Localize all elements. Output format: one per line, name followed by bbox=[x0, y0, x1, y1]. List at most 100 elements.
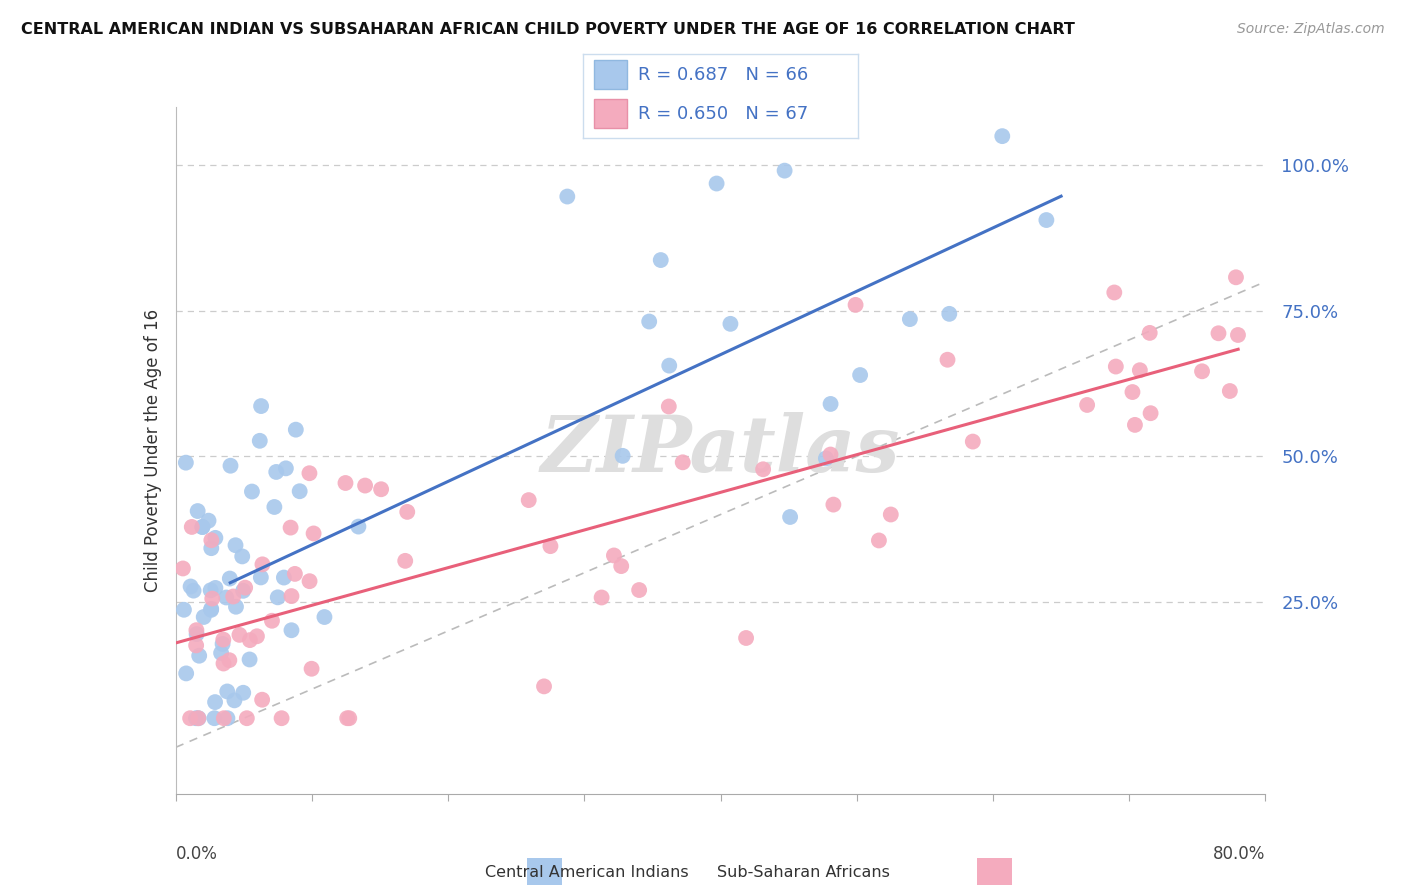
Point bbox=[650, 253, 672, 268]
Point bbox=[264, 465, 287, 479]
Point bbox=[898, 312, 921, 326]
Point bbox=[396, 505, 419, 519]
Point bbox=[880, 508, 903, 522]
Point bbox=[215, 591, 238, 605]
Point bbox=[240, 484, 263, 499]
Point bbox=[184, 711, 207, 725]
Point bbox=[1139, 326, 1161, 340]
Point bbox=[228, 628, 250, 642]
Point bbox=[191, 520, 214, 534]
Text: 80.0%: 80.0% bbox=[1213, 846, 1265, 863]
Bar bbox=[595, 61, 627, 89]
Point bbox=[225, 538, 247, 552]
Text: CENTRAL AMERICAN INDIAN VS SUBSAHARAN AFRICAN CHILD POVERTY UNDER THE AGE OF 16 : CENTRAL AMERICAN INDIAN VS SUBSAHARAN AF… bbox=[21, 22, 1076, 37]
Point bbox=[538, 539, 561, 553]
Bar bbox=[595, 99, 627, 128]
Point bbox=[735, 631, 758, 645]
Point bbox=[298, 467, 321, 481]
Point bbox=[252, 558, 274, 572]
Point bbox=[938, 307, 960, 321]
Point bbox=[394, 554, 416, 568]
Point bbox=[232, 686, 254, 700]
Point bbox=[280, 520, 302, 534]
Point bbox=[249, 434, 271, 448]
Text: Sub-Saharan Africans: Sub-Saharan Africans bbox=[717, 865, 890, 880]
Point bbox=[246, 629, 269, 643]
Point bbox=[188, 648, 211, 663]
Point bbox=[280, 624, 302, 638]
Point bbox=[628, 582, 651, 597]
Text: Central American Indians: Central American Indians bbox=[485, 865, 689, 880]
Point bbox=[179, 711, 201, 725]
Point bbox=[201, 591, 224, 606]
Point bbox=[779, 510, 801, 524]
Point bbox=[186, 639, 208, 653]
Point bbox=[284, 566, 307, 581]
Point bbox=[193, 610, 215, 624]
Point bbox=[233, 581, 256, 595]
Point bbox=[1105, 359, 1128, 374]
Point bbox=[200, 602, 222, 616]
Point bbox=[612, 449, 634, 463]
Point bbox=[284, 423, 307, 437]
Point bbox=[212, 711, 235, 725]
Point bbox=[204, 531, 226, 545]
Point bbox=[337, 711, 360, 725]
Text: R = 0.650   N = 67: R = 0.650 N = 67 bbox=[638, 104, 808, 123]
Point bbox=[187, 711, 209, 725]
Point bbox=[370, 482, 392, 496]
Point bbox=[260, 614, 283, 628]
Point bbox=[202, 711, 225, 725]
Point bbox=[820, 448, 842, 462]
Point bbox=[219, 458, 242, 473]
Point bbox=[273, 570, 295, 584]
Point bbox=[174, 456, 197, 470]
Point bbox=[347, 519, 370, 533]
Point bbox=[298, 574, 321, 589]
Point bbox=[1225, 270, 1247, 285]
Point bbox=[555, 189, 578, 203]
Point bbox=[231, 549, 253, 564]
Point bbox=[187, 504, 209, 518]
Point bbox=[517, 493, 540, 508]
Point bbox=[1123, 417, 1146, 432]
Point bbox=[250, 399, 273, 413]
Point bbox=[1208, 326, 1230, 341]
Point bbox=[610, 559, 633, 574]
Point bbox=[239, 633, 262, 648]
Point bbox=[845, 298, 868, 312]
Point bbox=[820, 397, 842, 411]
Point bbox=[991, 129, 1014, 144]
Point bbox=[172, 561, 194, 575]
Text: R = 0.687   N = 66: R = 0.687 N = 66 bbox=[638, 66, 808, 84]
Point bbox=[354, 478, 377, 492]
Point bbox=[180, 579, 202, 593]
Point bbox=[217, 711, 239, 725]
Point bbox=[270, 711, 292, 725]
Point bbox=[314, 610, 336, 624]
Point bbox=[335, 475, 357, 490]
Point bbox=[868, 533, 890, 548]
Point bbox=[823, 498, 845, 512]
Text: 0.0%: 0.0% bbox=[176, 846, 218, 863]
Point bbox=[1219, 384, 1241, 398]
Text: Source: ZipAtlas.com: Source: ZipAtlas.com bbox=[1237, 22, 1385, 37]
Point bbox=[209, 646, 232, 660]
Point bbox=[288, 484, 311, 499]
Point bbox=[218, 653, 240, 667]
Point bbox=[603, 549, 626, 563]
Point bbox=[672, 455, 695, 469]
Text: ZIPatlas: ZIPatlas bbox=[541, 412, 900, 489]
Point bbox=[658, 359, 681, 373]
Point bbox=[186, 623, 208, 637]
Point bbox=[336, 711, 359, 725]
Point bbox=[212, 657, 235, 671]
Point bbox=[204, 581, 226, 595]
Point bbox=[186, 627, 208, 641]
Point bbox=[200, 603, 222, 617]
Point bbox=[706, 177, 728, 191]
Point bbox=[211, 637, 233, 651]
Point bbox=[200, 541, 222, 556]
Point bbox=[183, 583, 205, 598]
Point bbox=[173, 603, 195, 617]
